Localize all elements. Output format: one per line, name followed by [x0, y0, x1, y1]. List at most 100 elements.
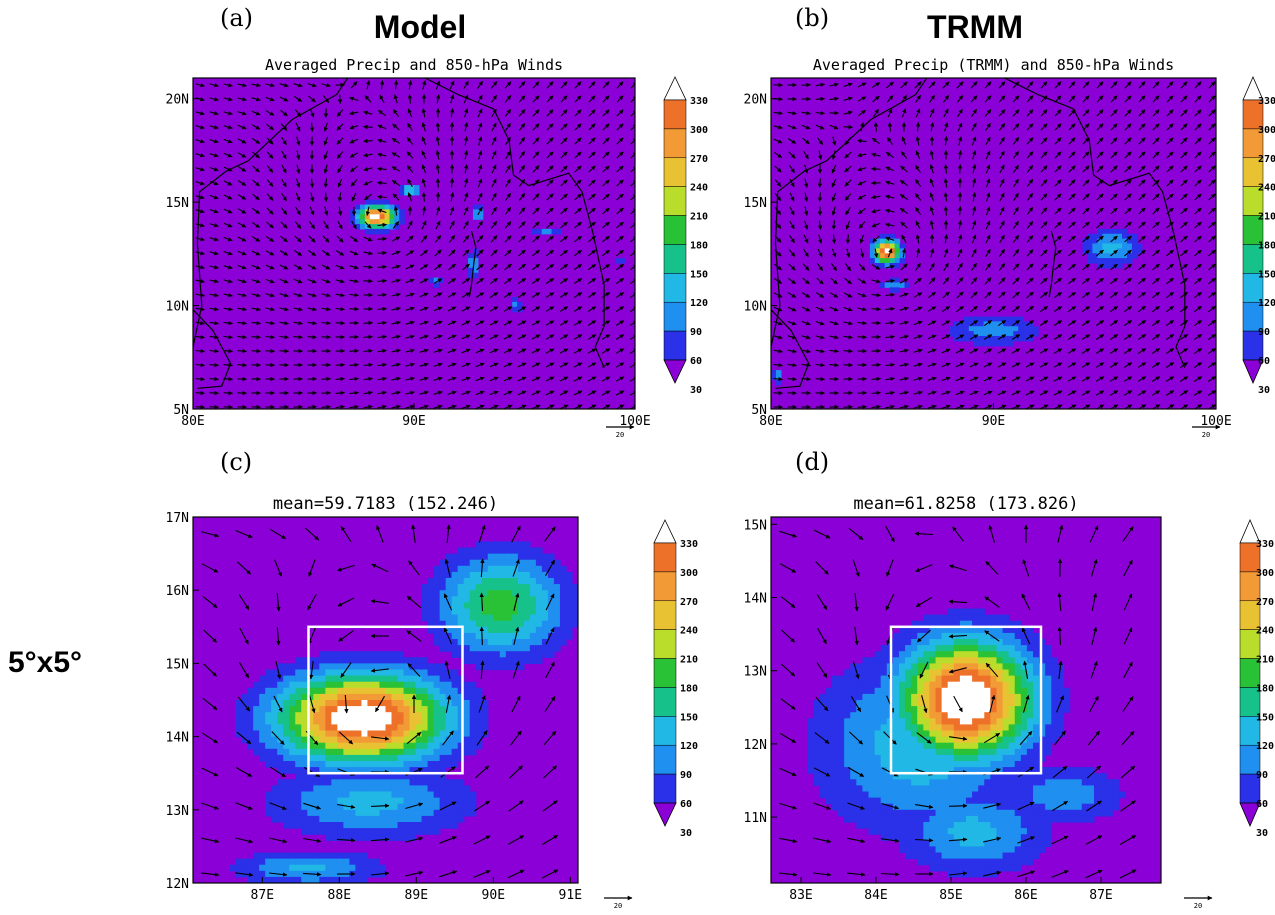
wind-arrow: [237, 96, 247, 102]
wind-arrow: [616, 221, 624, 229]
wind-arrow: [588, 179, 596, 187]
wind-arrow: [449, 80, 455, 90]
colorbar-top-arrow: [653, 519, 677, 544]
y-tick-label: 14N: [166, 731, 189, 746]
colorbar-bottom-arrow: [663, 359, 687, 384]
wind-arrow: [545, 404, 555, 409]
wind-arrow: [337, 192, 343, 202]
wind-arrow: [252, 165, 260, 173]
wind-arrow: [279, 96, 289, 102]
wind-arrow: [560, 123, 568, 131]
wind-arrow: [630, 165, 635, 173]
wind-arrow: [602, 249, 610, 257]
wind-arrow: [405, 362, 415, 367]
wind-arrow: [195, 390, 205, 396]
wind-arrow: [871, 362, 881, 368]
wind-arrow: [349, 250, 359, 256]
wind-arrow: [336, 235, 344, 243]
wind-arrow: [223, 362, 233, 368]
wind-arrow: [788, 263, 796, 271]
wind-arrow: [504, 207, 512, 215]
colorbar-segment: [653, 773, 677, 804]
panel-title: mean=61.8258 (173.826): [853, 494, 1078, 514]
wind-arrow: [490, 235, 498, 243]
wind-arrow: [265, 110, 275, 116]
wind-arrow: [195, 376, 205, 382]
wind-arrow: [280, 235, 288, 243]
wind-arrow: [251, 250, 261, 256]
wind-arrow: [363, 180, 373, 186]
wind-arrow: [433, 292, 443, 298]
wind-arrow: [237, 279, 247, 284]
wind-arrow: [237, 194, 247, 200]
row-label: 5°x5°: [8, 646, 82, 679]
wind-arrow: [588, 221, 596, 229]
wind-arrow: [209, 208, 219, 214]
wind-arrow: [195, 320, 205, 326]
wind-arrow: [209, 125, 219, 130]
wind-arrow: [433, 334, 443, 340]
wind-arrow: [293, 96, 303, 102]
wind-arrow: [307, 278, 317, 284]
colorbar-label: 150: [680, 712, 698, 723]
colorbar-label: 120: [680, 741, 698, 752]
wind-arrow: [545, 278, 555, 284]
colorbar: 330 300 270 240 210 180 150 120 90 60 30: [1242, 75, 1275, 396]
wind-arrow: [266, 193, 274, 201]
wind-arrow: [365, 80, 371, 90]
wind-arrow: [559, 390, 569, 396]
wind-arrow: [504, 277, 512, 285]
wind-arrow: [616, 207, 624, 215]
wind-arrow: [616, 95, 624, 103]
wind-arrow: [489, 376, 499, 382]
wind-arrow: [308, 235, 316, 243]
wind-arrow: [518, 179, 526, 187]
wind-arrow: [223, 82, 233, 88]
wind-arrow: [774, 179, 782, 187]
panel-title: Averaged Precip and 850-hPa Winds: [265, 56, 563, 74]
wind-arrow: [251, 222, 261, 228]
wind-arrow: [616, 151, 624, 159]
wind-arrow: [349, 265, 359, 270]
wind-arrow: [308, 95, 316, 103]
wind-arrow: [546, 151, 554, 159]
wind-arrow: [449, 192, 455, 202]
wind-arrow: [518, 81, 526, 89]
wind-arrow: [419, 376, 429, 381]
wind-arrow: [209, 376, 219, 382]
wind-arrow: [195, 209, 205, 214]
wind-arrow: [279, 278, 289, 284]
coastline: [193, 78, 605, 389]
wind-arrow: [774, 207, 782, 215]
wind-arrow: [773, 292, 783, 298]
wind-arrow: [251, 334, 261, 340]
wind-arrow: [337, 206, 343, 216]
wind-arrow: [447, 278, 457, 284]
wind-arrow: [379, 94, 385, 104]
wind-arrow: [237, 82, 247, 88]
wind-arrow: [433, 390, 443, 395]
colorbar-label: 60: [690, 356, 702, 367]
wind-arrow: [801, 124, 811, 130]
wind-arrow: [587, 362, 597, 368]
wind-arrow: [477, 192, 483, 202]
wind-arrow: [546, 207, 554, 215]
wind-arrow: [433, 404, 443, 409]
wind-arrow: [773, 376, 783, 382]
wind-arrow: [293, 264, 303, 270]
panel-letter: (d): [795, 448, 829, 476]
wind-arrow: [461, 404, 471, 409]
wind-arrow: [560, 95, 568, 103]
wind-arrow: [843, 404, 853, 409]
wind-arrow: [559, 362, 569, 368]
wind-arrow: [279, 320, 289, 326]
wind-arrow: [518, 151, 526, 159]
wind-arrow: [560, 221, 568, 229]
wind-arrow: [363, 376, 373, 382]
wind-arrow: [573, 306, 583, 312]
colorbar-label: 120: [1256, 741, 1274, 752]
wind-arrow: [223, 166, 233, 172]
wind-arrow: [349, 404, 359, 409]
wind-arrow: [491, 136, 497, 146]
wind-arrow: [773, 348, 783, 354]
